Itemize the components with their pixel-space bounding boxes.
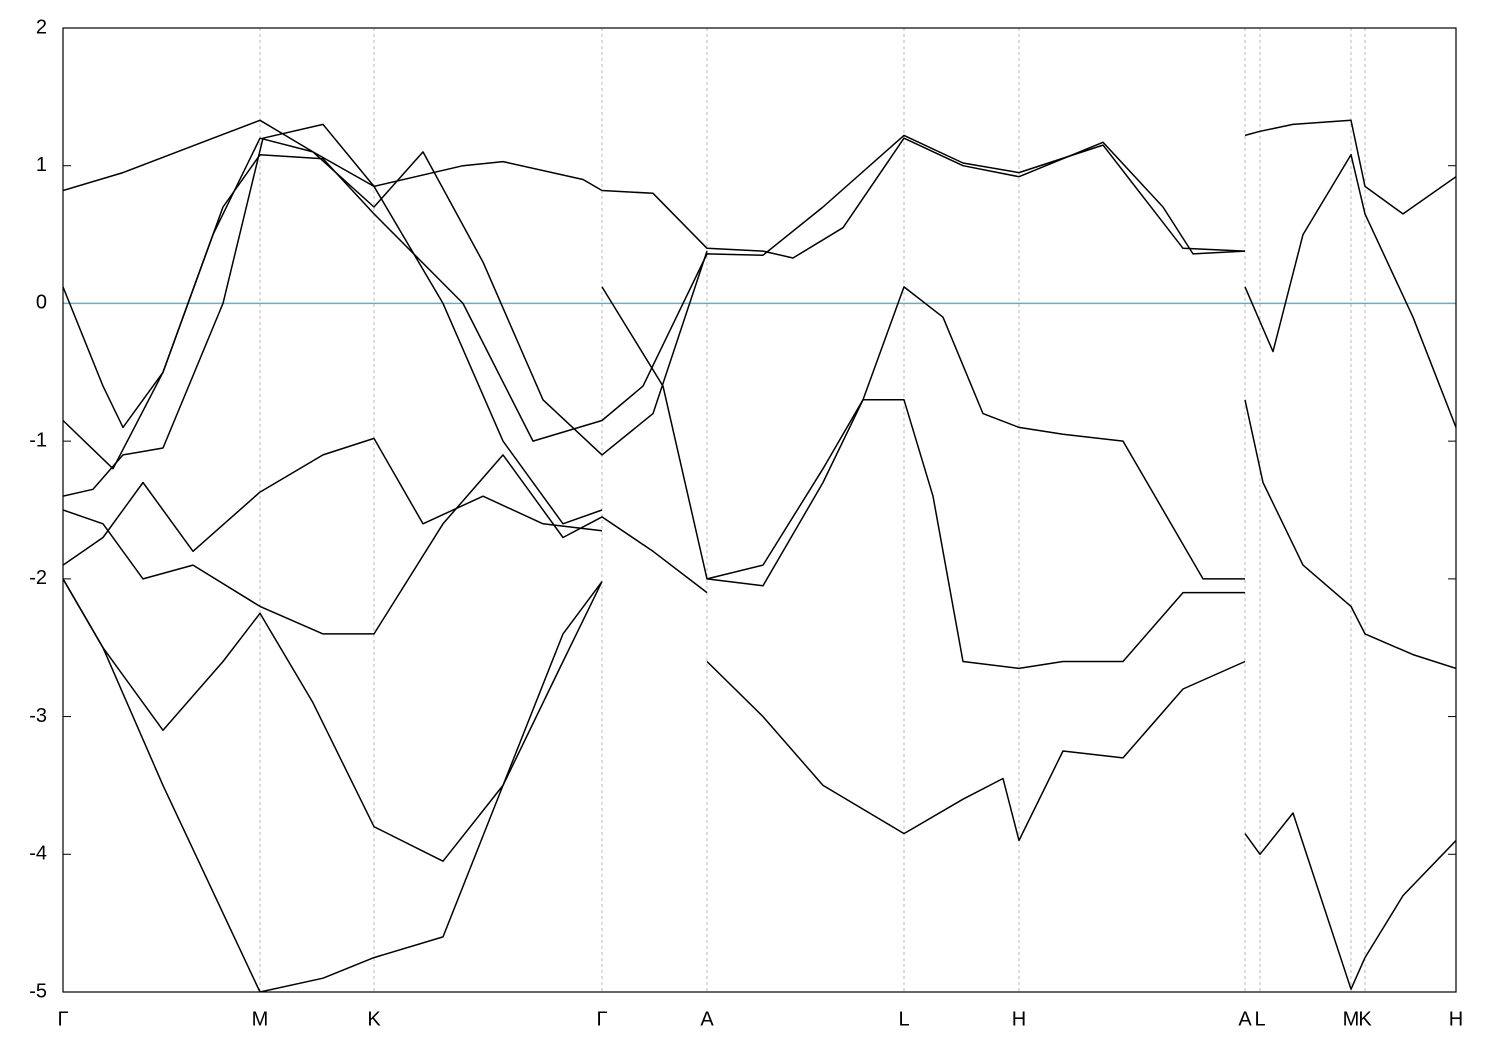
- band-line: [1244, 399, 1456, 670]
- x-tick-label: Γ: [596, 1008, 607, 1030]
- x-tick-label: K: [1358, 1008, 1372, 1030]
- y-tick-label: -1: [29, 429, 47, 451]
- band-line: [63, 119, 1246, 259]
- x-tick-label: L: [898, 1008, 909, 1030]
- x-tick-label: M: [252, 1008, 269, 1030]
- y-tick-label: 0: [36, 292, 47, 314]
- y-tick-label: -5: [29, 980, 47, 1002]
- x-tick-label: H: [1449, 1008, 1463, 1030]
- band-line: [63, 134, 1246, 470]
- x-tick-label: A: [1238, 1008, 1252, 1030]
- x-tick-label: K: [367, 1008, 381, 1030]
- band-line: [706, 286, 1245, 580]
- band-line: [706, 660, 1246, 842]
- band-line: [63, 123, 603, 525]
- y-tick-label: 1: [36, 154, 47, 176]
- y-tick-label: -2: [29, 567, 47, 589]
- band-line: [63, 578, 603, 862]
- band-line: [601, 286, 1245, 670]
- band-line: [1244, 812, 1456, 990]
- y-tick-label: -4: [29, 843, 47, 865]
- plot-frame: [62, 27, 1457, 993]
- y-tick-label: 2: [36, 16, 47, 38]
- y-tick-label: -3: [29, 705, 47, 727]
- x-tick-label: Γ: [57, 1008, 68, 1030]
- x-tick-label: M: [1343, 1008, 1360, 1030]
- x-tick-label: H: [1012, 1008, 1026, 1030]
- band-line: [63, 137, 708, 456]
- band-line: [63, 437, 603, 566]
- band-line: [63, 454, 708, 635]
- band-line: [1244, 153, 1456, 428]
- x-tick-label: L: [1254, 1008, 1265, 1030]
- x-tick-label: A: [700, 1008, 714, 1030]
- band-line: [1244, 119, 1456, 215]
- band-line: [63, 578, 603, 992]
